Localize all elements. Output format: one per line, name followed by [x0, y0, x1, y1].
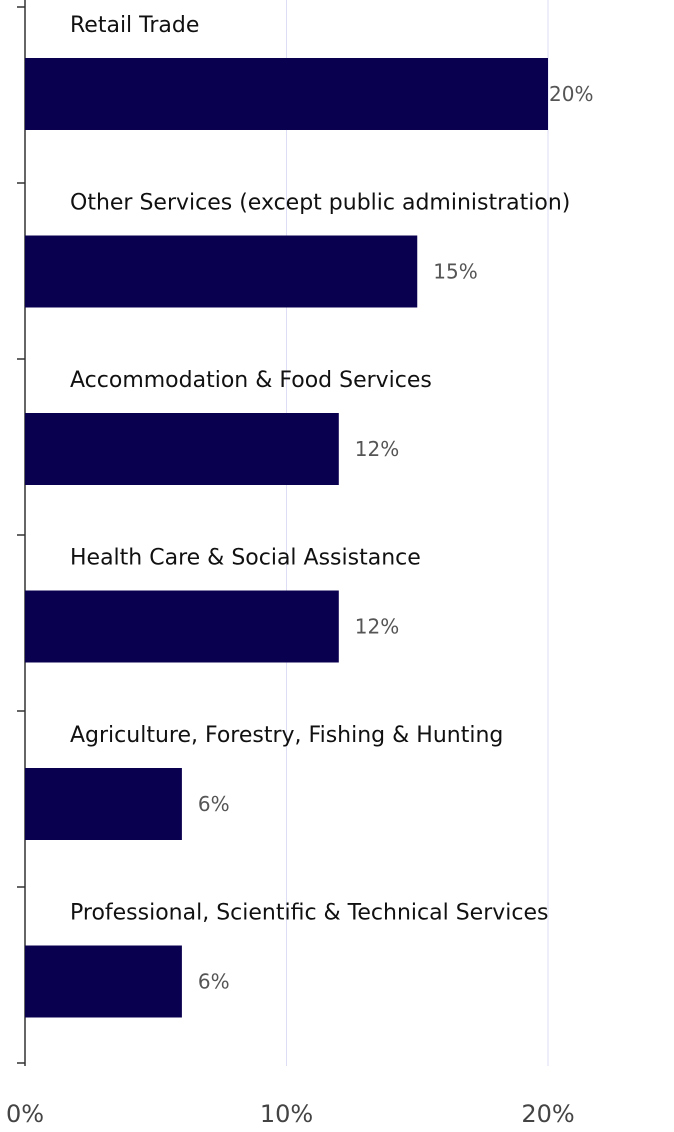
x-tick-label: 20%	[521, 1100, 574, 1128]
labels: Retail Trade 20% Other Services (except pu…	[70, 13, 593, 994]
gridlines	[286, 0, 549, 1066]
bar	[25, 590, 339, 663]
y-axis	[17, 0, 26, 1066]
value-label: 12%	[355, 437, 399, 461]
x-axis-ticks: 0% 10% 20%	[6, 1100, 575, 1128]
bar	[25, 945, 182, 1018]
value-label: 15%	[433, 260, 477, 284]
category-label: Professional, Scientific & Technical Ser…	[70, 901, 548, 926]
bar	[25, 768, 182, 840]
bar	[25, 235, 418, 308]
value-label: 12%	[355, 615, 399, 639]
category-label: Agriculture, Forestry, Fishing & Hunting	[70, 723, 503, 748]
x-tick-label: 0%	[6, 1100, 44, 1128]
bar	[25, 413, 339, 485]
category-label: Other Services (except public administra…	[70, 191, 570, 216]
category-label: Retail Trade	[70, 13, 199, 38]
category-label: Accommodation & Food Services	[70, 368, 432, 393]
value-label: 6%	[198, 792, 230, 816]
value-label: 6%	[198, 970, 230, 994]
bars	[25, 58, 548, 1018]
value-label: 20%	[549, 82, 593, 106]
bar	[25, 58, 548, 130]
category-label: Health Care & Social Assistance	[70, 546, 421, 571]
x-tick-label: 10%	[260, 1100, 313, 1128]
